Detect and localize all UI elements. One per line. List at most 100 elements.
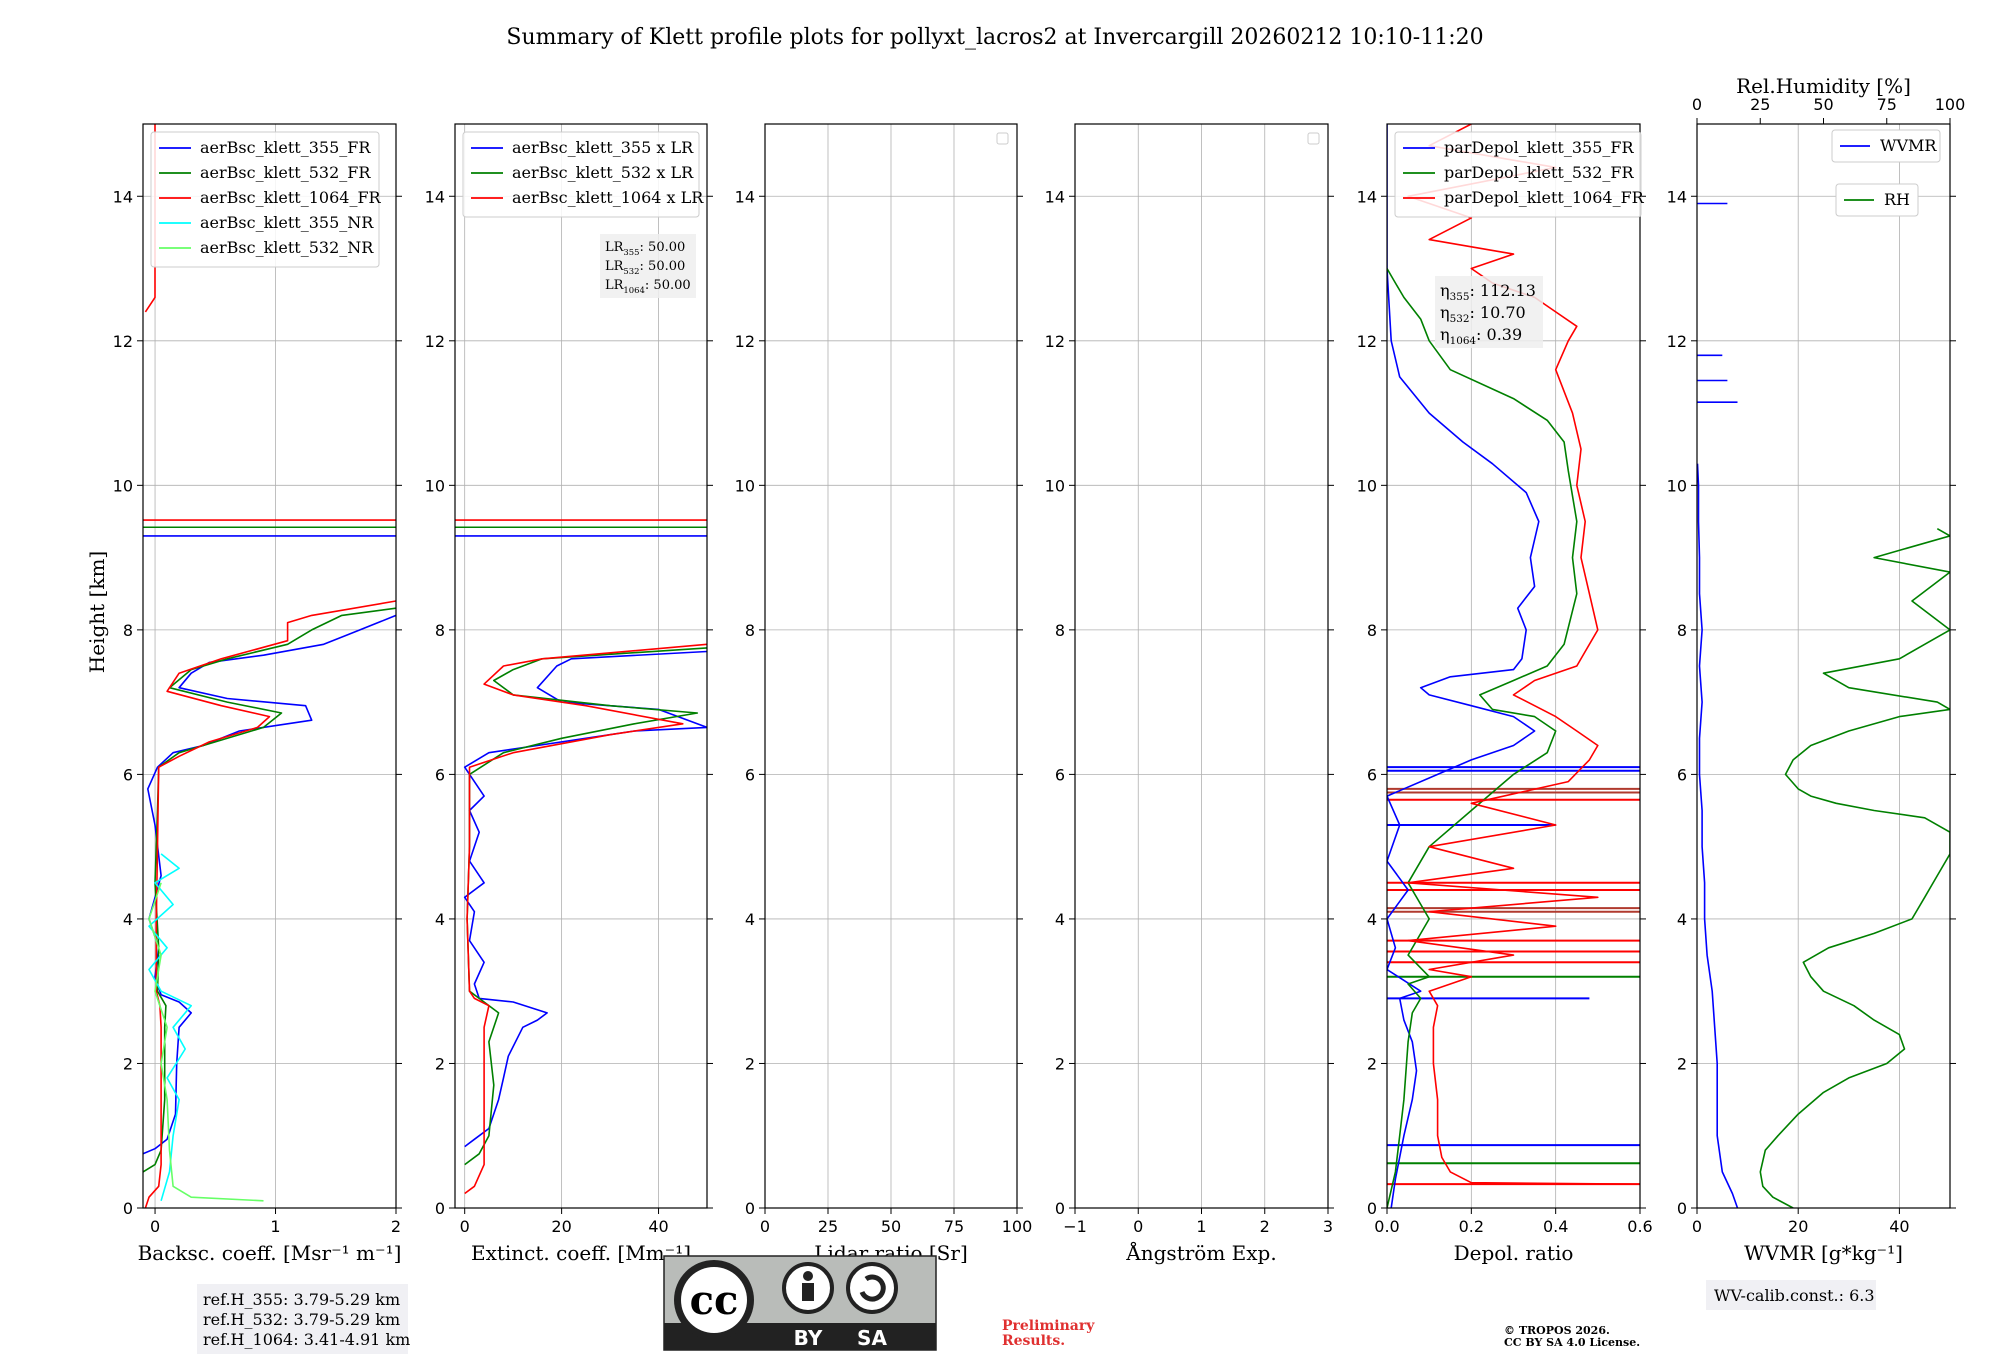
x-tick-label: 3 — [1323, 1217, 1333, 1236]
series-line-aerBsc_klett_355 x LR — [463, 650, 707, 1148]
x-tick-label: 100 — [1002, 1217, 1033, 1236]
y-tick-label: 4 — [745, 910, 755, 929]
x-tick-label: 0.0 — [1374, 1217, 1399, 1236]
top-axis-label: Rel.Humidity [%] — [1736, 74, 1911, 98]
cc-text: cc — [690, 1277, 739, 1324]
series-line-aerBsc_klett_355_FR — [143, 614, 396, 1155]
axes-frame — [1696, 123, 1951, 1209]
y-tick-label: 0 — [1367, 1199, 1377, 1218]
y-tick-label: 4 — [435, 910, 445, 929]
x-tick-label: 1 — [270, 1217, 280, 1236]
copyright-line-2: CC BY SA 4.0 License. — [1504, 1336, 1640, 1349]
y-tick-label: 0 — [435, 1199, 445, 1218]
x-tick-label: 0 — [1692, 1217, 1702, 1236]
x-tick-label: 0.6 — [1627, 1217, 1652, 1236]
copyright-line-1: © TROPOS 2026. — [1504, 1324, 1610, 1337]
lr-annotation: LR355: 50.00 LR532: 50.00 LR1064: 50.00 — [600, 234, 696, 298]
cc-circle — [681, 1267, 747, 1333]
legend-label: aerBsc_klett_532_FR — [200, 163, 371, 182]
x-tick-label: 0 — [150, 1217, 160, 1236]
y-tick-label: 12 — [1045, 332, 1065, 351]
series-line-RH — [1759, 528, 1950, 1208]
x-tick-label: 1 — [1196, 1217, 1206, 1236]
sa-icon-arrow — [859, 1274, 886, 1302]
y-tick-label: 2 — [123, 1054, 133, 1073]
x-tick-label: 20 — [551, 1217, 571, 1236]
ref-height-line: ref.H_355: 3.79-5.29 km — [203, 1290, 400, 1309]
y-tick-label: 6 — [745, 765, 755, 784]
lr-label: LR532: 50.00 — [605, 259, 685, 276]
legend-label: parDepol_klett_1064_FR — [1444, 188, 1645, 207]
by-icon-body — [802, 1283, 814, 1301]
y-tick-label: 8 — [1055, 621, 1065, 640]
eta-label: η355: 112.13 — [1440, 281, 1536, 303]
legend-label: parDepol_klett_355_FR — [1444, 138, 1635, 157]
legend-label: aerBsc_klett_532 x LR — [512, 163, 694, 182]
sa-icon — [846, 1262, 898, 1314]
y-tick-label: 12 — [1357, 332, 1377, 351]
legend-label: aerBsc_klett_532_NR — [200, 238, 374, 257]
y-tick-label: 8 — [1367, 621, 1377, 640]
x-tick-label: −1 — [1063, 1217, 1087, 1236]
preliminary-line-2: Results. — [1002, 1333, 1065, 1349]
legend-label: aerBsc_klett_355_NR — [200, 213, 374, 232]
legend-wv: WVMR RH — [1831, 129, 1941, 217]
wv-calib-bg — [1706, 1280, 1876, 1310]
eta-label: η532: 10.70 — [1440, 303, 1526, 325]
y-tick-label: 14 — [1045, 187, 1065, 206]
lr-annotation-bg — [600, 234, 696, 298]
legend-ext: aerBsc_klett_355 x LR aerBsc_klett_532 x … — [462, 131, 704, 218]
x-tick-label: 2 — [391, 1217, 401, 1236]
y-tick-label: 10 — [113, 476, 133, 495]
legend-label: aerBsc_klett_1064_FR — [200, 188, 382, 207]
y-tick-label: 2 — [745, 1054, 755, 1073]
legend-label-wvmr: WVMR — [1880, 136, 1937, 155]
legend-label: aerBsc_klett_355 x LR — [512, 138, 694, 157]
series-line-aerBsc_klett_355_NR — [148, 853, 192, 1202]
data-wv — [1697, 202, 1950, 1208]
top-tick-label: 50 — [1813, 95, 1833, 114]
series-line-aerBsc_klett_1064_FR — [144, 600, 396, 1208]
y-tick-label: 6 — [1677, 765, 1687, 784]
badge-sa-label: SA — [857, 1326, 887, 1350]
panel-ext: 0 20 40 0 2 4 6 8 10 12 14 Extinct. coeff. [Mm⁻¹] ae… — [425, 123, 713, 1265]
y-tick-label: 4 — [1677, 910, 1687, 929]
y-tick-label: 14 — [113, 187, 133, 206]
series-line-aerBsc_klett_532_FR — [143, 607, 396, 1173]
y-tick-label: 2 — [1055, 1054, 1065, 1073]
y-tick-label: 0 — [1677, 1199, 1687, 1218]
y-tick-label: 0 — [745, 1199, 755, 1218]
x-tick-label: 0 — [1133, 1217, 1143, 1236]
legend-box — [462, 131, 700, 218]
y-tick-label: 6 — [1367, 765, 1377, 784]
y-tick-label: 2 — [1677, 1054, 1687, 1073]
legend-label: aerBsc_klett_355_FR — [200, 138, 371, 157]
x-tick-label: 20 — [1788, 1217, 1808, 1236]
y-tick-label: 10 — [735, 476, 755, 495]
y-axis-label: Height [km] — [85, 551, 109, 673]
y-tick-label: 12 — [113, 332, 133, 351]
panel-depol: 0.0 0.2 0.4 0.6 0 2 4 6 8 10 12 14 Depol. ratio parDe… — [1357, 123, 1653, 1265]
y-tick-label: 14 — [735, 187, 755, 206]
y-tick-label: 12 — [735, 332, 755, 351]
x-tick-label: 0 — [760, 1217, 770, 1236]
y-tick-label: 2 — [435, 1054, 445, 1073]
top-tick-label: 100 — [1935, 95, 1966, 114]
y-tick-label: 0 — [1055, 1199, 1065, 1218]
legend-box-rh — [1835, 183, 1919, 217]
x-tick-label: 0.2 — [1459, 1217, 1484, 1236]
x-tick-label: 40 — [1889, 1217, 1909, 1236]
series-line-aerBsc_klett_532_NR — [148, 882, 264, 1202]
y-tick-label: 12 — [1667, 332, 1687, 351]
figure-title: Summary of Klett profile plots for polly… — [506, 25, 1483, 50]
cc-license-badge: cc BY SA — [663, 1255, 937, 1351]
ref-height-line: ref.H_532: 3.79-5.29 km — [203, 1310, 400, 1329]
x-axis-label: WVMR [g*kg⁻¹] — [1744, 1241, 1903, 1265]
x-axis-label: Depol. ratio — [1454, 1241, 1574, 1265]
y-tick-label: 14 — [1357, 187, 1377, 206]
